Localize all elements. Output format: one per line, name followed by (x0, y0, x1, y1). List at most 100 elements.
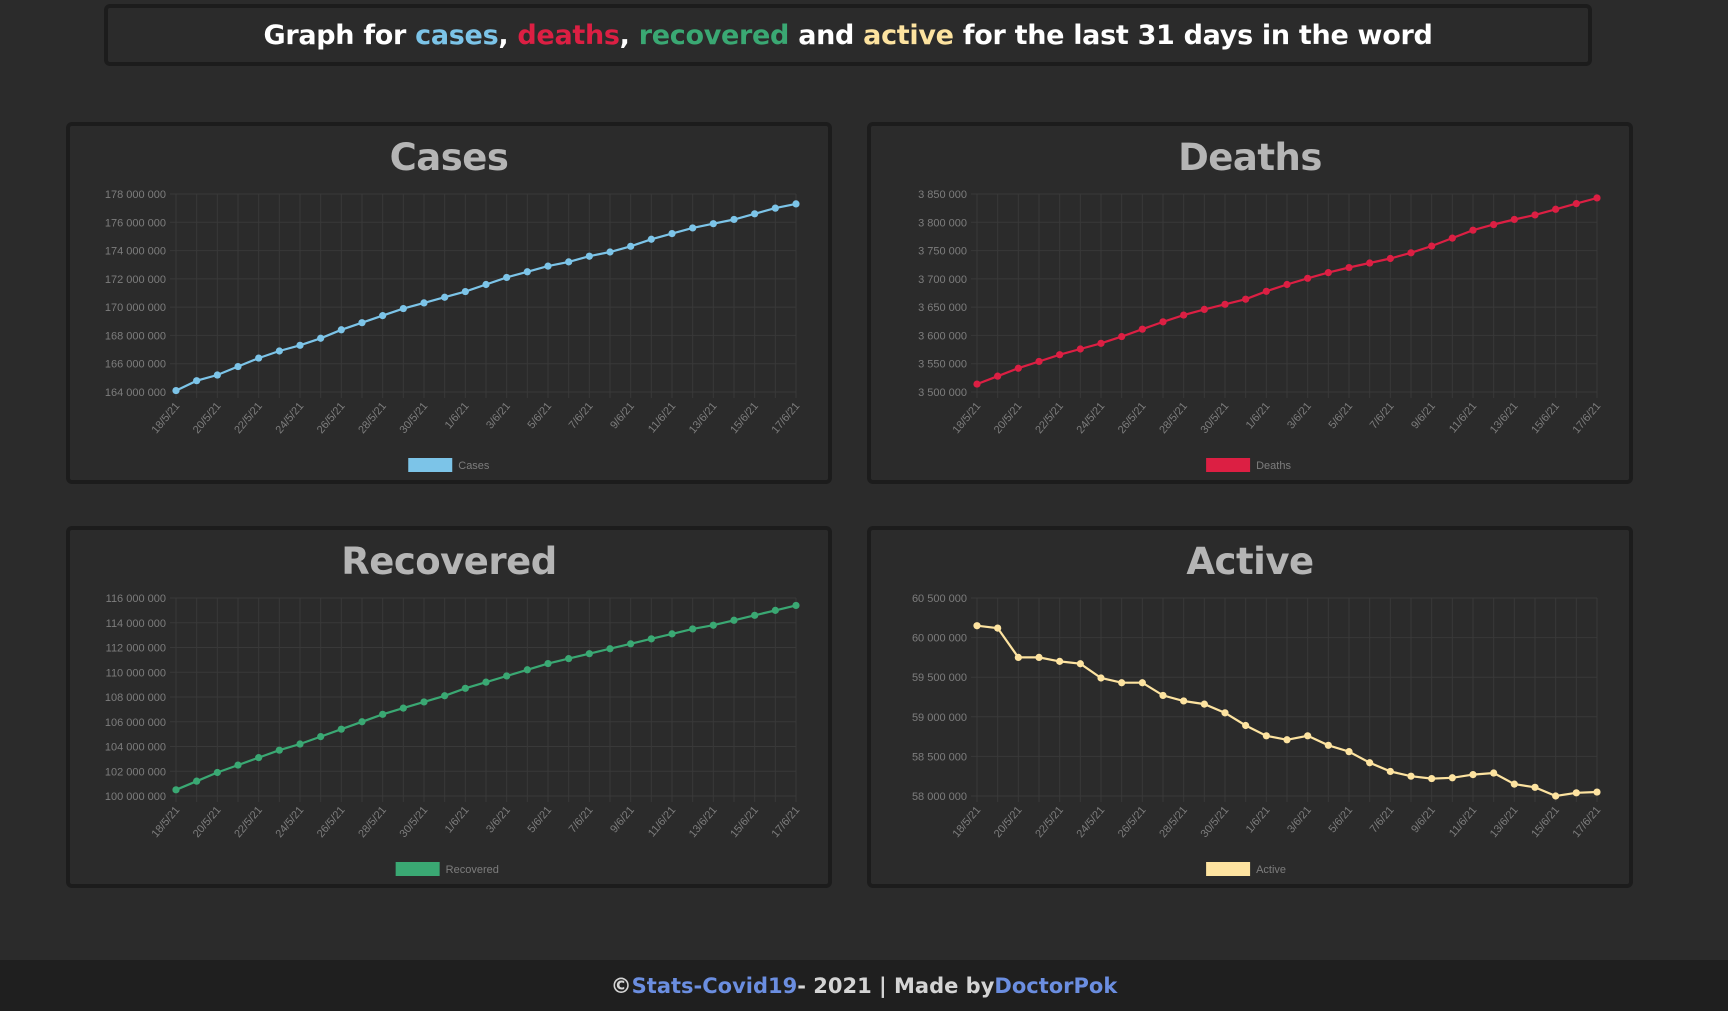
active-data-point[interactable] (1200, 700, 1208, 708)
active-data-point[interactable] (1076, 660, 1084, 668)
active-data-point[interactable] (973, 622, 981, 630)
cases-data-point[interactable] (399, 304, 407, 313)
recovered-data-point[interactable] (730, 616, 738, 624)
active-data-point[interactable] (1345, 748, 1353, 756)
deaths-data-point[interactable] (1448, 234, 1456, 242)
recovered-data-point[interactable] (503, 672, 511, 680)
cases-data-point[interactable] (709, 220, 717, 228)
active-data-point[interactable] (1056, 657, 1064, 665)
deaths-data-point[interactable] (1593, 194, 1601, 202)
deaths-data-point[interactable] (1035, 357, 1043, 366)
cases-data-point[interactable] (792, 200, 800, 208)
cases-data-point[interactable] (461, 287, 469, 296)
recovered-data-point[interactable] (709, 621, 717, 629)
active-data-point[interactable] (1138, 679, 1146, 687)
active-data-point[interactable] (1159, 691, 1167, 700)
recovered-data-point[interactable] (275, 746, 283, 754)
recovered-data-point[interactable] (751, 611, 759, 619)
deaths-data-point[interactable] (1221, 300, 1229, 308)
active-data-point[interactable] (1531, 783, 1539, 791)
cases-data-point[interactable] (234, 362, 242, 371)
recovered-data-point[interactable] (565, 655, 573, 663)
active-data-point[interactable] (1593, 788, 1601, 796)
recovered-data-point[interactable] (792, 601, 800, 610)
recovered-data-point[interactable] (234, 761, 242, 769)
deaths-data-point[interactable] (1076, 345, 1084, 353)
deaths-data-point[interactable] (1366, 259, 1374, 267)
recovered-data-point[interactable] (317, 733, 325, 741)
deaths-data-point[interactable] (1262, 287, 1270, 295)
recovered-data-point[interactable] (771, 606, 779, 614)
cases-data-point[interactable] (317, 334, 325, 342)
deaths-data-point[interactable] (1138, 325, 1146, 333)
cases-data-point[interactable] (730, 215, 738, 224)
deaths-legend-swatch[interactable] (1206, 458, 1251, 472)
recovered-data-point[interactable] (441, 692, 449, 700)
active-data-point[interactable] (1448, 774, 1456, 782)
cases-data-point[interactable] (337, 326, 345, 334)
cases-data-point[interactable] (751, 210, 759, 218)
recovered-data-point[interactable] (358, 718, 366, 726)
deaths-data-point[interactable] (1014, 364, 1022, 372)
active-data-point[interactable] (1097, 674, 1105, 682)
deaths-data-point[interactable] (1242, 295, 1250, 303)
active-data-point[interactable] (1118, 679, 1126, 687)
footer-author-link[interactable]: DoctorPok (994, 973, 1118, 998)
deaths-legend-label[interactable]: Deaths (1256, 460, 1291, 472)
active-data-point[interactable] (1490, 769, 1498, 777)
active-data-point[interactable] (1572, 789, 1580, 797)
recovered-data-point[interactable] (461, 684, 469, 692)
cases-data-point[interactable] (585, 252, 593, 260)
deaths-data-point[interactable] (1345, 263, 1353, 272)
recovered-data-point[interactable] (606, 645, 614, 653)
cases-data-point[interactable] (379, 312, 387, 320)
cases-data-point[interactable] (771, 204, 779, 212)
active-data-point[interactable] (1366, 759, 1374, 767)
cases-data-point[interactable] (275, 347, 283, 355)
cases-data-point[interactable] (647, 235, 655, 243)
deaths-data-point[interactable] (1490, 220, 1498, 229)
deaths-data-point[interactable] (1572, 200, 1580, 208)
deaths-data-point[interactable] (1180, 311, 1188, 319)
cases-data-point[interactable] (296, 341, 304, 349)
cases-data-point[interactable] (358, 319, 366, 327)
recovered-data-point[interactable] (213, 768, 221, 777)
deaths-data-point[interactable] (1386, 254, 1394, 263)
recovered-data-point[interactable] (585, 650, 593, 658)
active-data-point[interactable] (1221, 709, 1229, 717)
cases-data-point[interactable] (193, 377, 201, 385)
cases-data-point[interactable] (503, 273, 511, 282)
recovered-data-point[interactable] (482, 678, 490, 686)
recovered-data-point[interactable] (193, 777, 201, 785)
recovered-data-point[interactable] (337, 725, 345, 733)
active-data-point[interactable] (1324, 741, 1332, 749)
cases-data-point[interactable] (420, 299, 428, 307)
recovered-data-point[interactable] (523, 666, 531, 674)
recovered-data-point[interactable] (668, 630, 676, 638)
cases-data-point[interactable] (523, 268, 531, 276)
deaths-data-point[interactable] (973, 380, 981, 388)
active-data-point[interactable] (1469, 771, 1477, 779)
cases-data-point[interactable] (544, 262, 552, 270)
active-data-point[interactable] (1510, 780, 1518, 788)
deaths-data-point[interactable] (1324, 269, 1332, 277)
cases-data-point[interactable] (441, 293, 449, 301)
cases-data-point[interactable] (606, 248, 614, 256)
active-data-point[interactable] (1180, 697, 1188, 705)
recovered-data-point[interactable] (647, 635, 655, 643)
cases-data-point[interactable] (172, 386, 180, 395)
cases-data-point[interactable] (689, 224, 697, 232)
active-data-point[interactable] (1014, 653, 1022, 661)
deaths-data-point[interactable] (1159, 318, 1167, 326)
active-data-point[interactable] (994, 624, 1002, 632)
recovered-data-point[interactable] (296, 740, 304, 748)
recovered-data-point[interactable] (379, 710, 387, 718)
recovered-data-point[interactable] (544, 659, 552, 668)
deaths-data-point[interactable] (1118, 332, 1126, 341)
active-data-point[interactable] (1283, 736, 1291, 744)
recovered-data-point[interactable] (172, 786, 180, 794)
recovered-data-point[interactable] (399, 704, 407, 712)
footer-site-link[interactable]: Stats-Covid19 (631, 973, 798, 998)
active-data-point[interactable] (1386, 767, 1394, 776)
deaths-data-point[interactable] (1097, 339, 1105, 347)
